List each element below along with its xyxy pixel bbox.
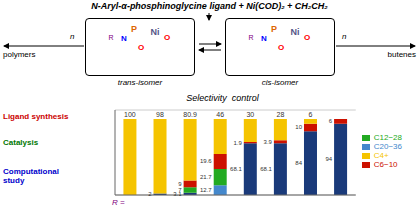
html-text:Ni: Ni (150, 26, 160, 37)
svg-text:12.7: 12.7 (200, 187, 212, 193)
svg-text:19.6: 19.6 (200, 158, 212, 164)
html-text:C4+: C4+ (373, 151, 389, 160)
html-text:N-Aryl-α-phosphinoglycine liga: N-Aryl-α-phosphinoglycine ligand + Ni(CO… (91, 1, 328, 11)
html-text:N: N (121, 34, 127, 43)
html-text:P: P (131, 23, 137, 34)
html-text:Catalysis: Catalysis (3, 138, 39, 147)
svg-text:46: 46 (216, 111, 224, 118)
html-text:n: n (70, 32, 75, 41)
svg-text:2: 2 (148, 191, 152, 197)
svg-text:84: 84 (295, 160, 302, 166)
svg-text:3.1: 3.1 (173, 190, 182, 197)
html-text:R: R (248, 33, 254, 41)
svg-text:68.1: 68.1 (260, 166, 272, 172)
svg-text:94: 94 (325, 156, 332, 162)
html-text:butenes: butenes (387, 50, 416, 59)
html-text:R: R (108, 33, 114, 41)
html-text:C6−10: C6−10 (373, 160, 398, 169)
svg-text:80.9: 80.9 (183, 111, 197, 118)
svg-text:10: 10 (295, 124, 302, 130)
html-text:O: O (163, 33, 171, 42)
html-text:Ni: Ni (290, 26, 300, 37)
svg-text:30: 30 (246, 111, 254, 118)
svg-text:21.7: 21.7 (200, 174, 212, 180)
svg-text:68.1: 68.1 (230, 166, 242, 172)
svg-text:1.9: 1.9 (233, 140, 242, 146)
svg-text:9: 9 (178, 181, 182, 187)
html-text:O: O (303, 33, 311, 42)
html-text:polymers: polymers (3, 50, 36, 59)
html-text:Selectivity control: Selectivity control (186, 93, 259, 103)
html-text:R =: R = (112, 198, 125, 207)
svg-text:98: 98 (156, 111, 164, 118)
html-text:O: O (137, 43, 145, 52)
html-text:P: P (271, 23, 277, 34)
html-text:C20−36: C20−36 (373, 142, 402, 151)
svg-text:6: 6 (309, 111, 313, 118)
svg-text:3.9: 3.9 (264, 139, 273, 145)
svg-text:100: 100 (124, 111, 136, 118)
html-text:Ligand synthesis: Ligand synthesis (3, 112, 69, 121)
html-text:n: n (342, 32, 347, 41)
svg-text:6: 6 (329, 118, 333, 124)
html-text:cis-isomer: cis-isomer (261, 78, 299, 87)
html-text:C12−28: C12−28 (373, 133, 402, 142)
svg-text:7: 7 (178, 187, 182, 193)
html-text:N: N (261, 34, 267, 43)
html-text:trans-isomer: trans-isomer (117, 78, 163, 87)
html-text:O: O (277, 43, 285, 52)
svg-text:28: 28 (276, 111, 284, 118)
html-text:Computational study: Computational study (3, 167, 59, 185)
